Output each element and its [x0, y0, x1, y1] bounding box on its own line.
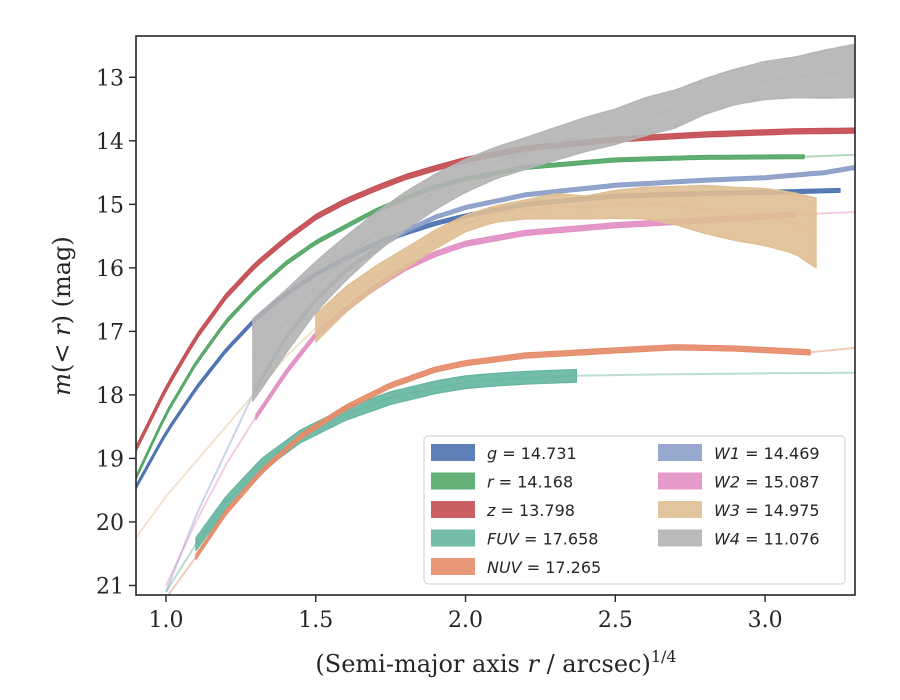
legend-swatch-z — [431, 501, 475, 518]
y-tick-label: 15 — [96, 193, 124, 218]
y-tick-label: 20 — [96, 511, 124, 536]
legend-swatch-g — [431, 444, 475, 461]
series-layer — [136, 43, 855, 595]
legend-label-nuv: NUV = 17.265 — [487, 558, 601, 577]
x-axis-ticks: 1.0 1.5 2.0 2.5 3.0 — [148, 595, 783, 633]
y-tick-label: 17 — [96, 320, 124, 345]
y-axis-ticks: 13 14 15 16 17 18 19 20 21 — [96, 66, 136, 599]
y-tick-label: 18 — [96, 384, 124, 409]
y-tick-label: 13 — [96, 66, 124, 91]
legend-label-z: z = 13.798 — [486, 501, 575, 520]
y-tick-label: 14 — [96, 130, 124, 155]
series-band-w4 — [252, 43, 855, 402]
legend-label-fuv: FUV = 17.658 — [487, 530, 598, 549]
series-band-nuv — [195, 344, 811, 561]
legend-swatch-w3 — [658, 501, 702, 518]
legend-label-w4: W4 = 11.076 — [714, 530, 820, 549]
legend-label-w3: W3 = 14.975 — [714, 501, 820, 520]
legend-swatch-w4 — [658, 529, 702, 547]
x-tick-label: 2.5 — [598, 608, 633, 633]
legend-swatch-nuv — [431, 558, 475, 575]
x-tick-label: 2.0 — [448, 608, 483, 633]
legend-swatch-r — [431, 472, 475, 490]
series-band-w3 — [315, 184, 817, 343]
y-tick-label: 16 — [96, 257, 124, 282]
legend-label-w1: W1 = 14.469 — [714, 444, 820, 463]
y-axis-label: m(< r) (mag) — [48, 236, 76, 396]
series-band-z — [136, 127, 855, 452]
y-tick-label: 21 — [96, 574, 124, 599]
legend-label-g: g = 14.731 — [487, 444, 577, 463]
series-band-w1 — [255, 165, 855, 392]
legend-label-w2: W2 = 15.087 — [714, 473, 820, 492]
legend: g = 14.731 r = 14.168 z = 13.798 FUV = 17.6… — [423, 435, 846, 585]
legend-frame — [423, 435, 846, 585]
x-axis-label: (Semi-major axis r / arcsec)1/4 — [315, 647, 676, 678]
legend-label-r: r = 14.168 — [487, 473, 573, 492]
plot-frame — [135, 35, 856, 596]
legend-swatch-w2 — [658, 472, 702, 490]
y-tick-label: 19 — [96, 447, 124, 472]
x-tick-label: 1.0 — [148, 608, 183, 633]
legend-swatch-w1 — [658, 444, 702, 461]
x-tick-label: 1.5 — [298, 608, 333, 633]
x-tick-label: 3.0 — [748, 608, 783, 633]
legend-swatch-fuv — [431, 529, 475, 547]
series-band-r — [136, 154, 805, 480]
